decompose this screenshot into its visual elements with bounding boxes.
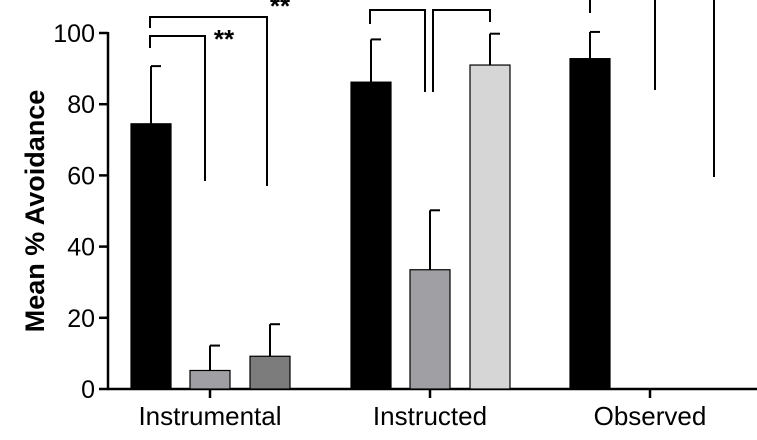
significance-label-2: **: [270, 0, 291, 21]
x-tick-label-observed: Observed: [594, 401, 707, 431]
x-tick-label-instrumental: Instrumental: [138, 401, 281, 431]
x-tick-label-instructed: Instructed: [373, 401, 487, 431]
sig-bracket-instructed-right: [432, 9, 491, 92]
y-tick-label-100: 100: [53, 20, 95, 48]
bar-instrumental-1: [130, 123, 172, 390]
bar-instructed-6: [469, 64, 511, 390]
y-tick-label-20: 20: [67, 305, 95, 333]
significance-label-3: **: [362, 0, 383, 12]
bar-observed-7: [569, 58, 611, 390]
bar-instructed-5: [409, 269, 451, 390]
y-axis-label: Mean % Avoidance: [20, 90, 50, 333]
bar-instrumental-2: [189, 369, 231, 390]
sig-bracket-instrumental-outer: [149, 16, 268, 186]
bar-instrumental-3: [249, 355, 291, 390]
y-tick-label-80: 80: [67, 91, 95, 119]
sig-bracket-instrumental-inner: [149, 35, 206, 181]
significance-label-1: **: [214, 24, 235, 54]
bar-instructed-4: [350, 81, 392, 390]
y-tick-label-60: 60: [67, 162, 95, 190]
y-tick-label-0: 0: [81, 376, 95, 404]
y-tick-label-40: 40: [67, 234, 95, 262]
sig-bracket-instructed-left: [369, 9, 426, 92]
